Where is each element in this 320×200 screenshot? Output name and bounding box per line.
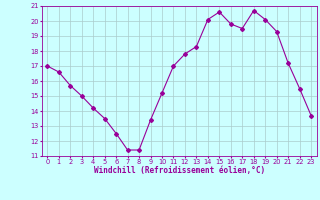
X-axis label: Windchill (Refroidissement éolien,°C): Windchill (Refroidissement éolien,°C) xyxy=(94,166,265,175)
